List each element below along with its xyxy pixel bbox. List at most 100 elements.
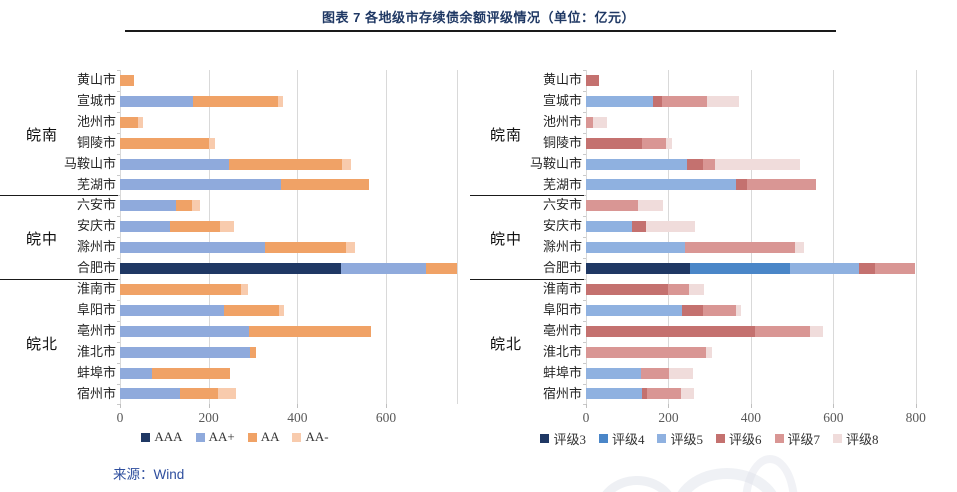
legend-label: AA- — [305, 429, 329, 444]
bar-row — [586, 325, 924, 337]
bar-segment — [810, 325, 823, 337]
category-axis-tick — [117, 153, 120, 155]
x-axis-tick-label: 0 — [116, 410, 124, 426]
bar-segment — [120, 137, 209, 149]
bar-segment — [592, 116, 608, 128]
bar-segment — [137, 116, 143, 128]
bar-segment — [586, 158, 687, 170]
bar-segment — [647, 388, 681, 400]
bar-segment — [220, 221, 235, 233]
city-label: 黄山市 — [542, 72, 582, 87]
bar-segment — [120, 367, 152, 379]
city-label: 黄山市 — [76, 72, 116, 87]
bar-segment — [151, 367, 231, 379]
bar-segment — [640, 367, 670, 379]
x-axis-tick — [120, 404, 121, 409]
city-label: 六安市 — [76, 197, 116, 213]
region-group-label: 皖北 — [490, 335, 523, 353]
gridline — [833, 70, 835, 405]
bar-row — [586, 388, 924, 400]
category-axis-tick — [583, 195, 586, 197]
category-axis-tick — [583, 383, 586, 385]
legend-item: 评级5 — [657, 429, 703, 448]
legend-label: 评级5 — [670, 432, 703, 447]
bar-segment — [586, 367, 641, 379]
bar-segment — [426, 263, 457, 275]
bar-segment — [586, 325, 756, 337]
bar-segment — [586, 263, 690, 275]
category-axis-tick — [583, 216, 586, 218]
bar-segment — [120, 263, 341, 275]
bar-segment — [586, 304, 682, 316]
category-axis-tick — [583, 341, 586, 343]
bar-segment — [631, 221, 646, 233]
bar-segment — [689, 283, 705, 295]
legend-swatch — [195, 432, 205, 442]
bar-segment — [665, 137, 673, 149]
plot-right-border — [457, 70, 458, 405]
bar-row — [586, 221, 924, 233]
bar-segment — [586, 116, 593, 128]
bar-segment — [794, 242, 805, 254]
bar-row — [586, 95, 924, 107]
bar-segment — [703, 158, 715, 170]
bar-segment — [680, 388, 694, 400]
bar-segment — [586, 283, 668, 295]
city-label: 六安市 — [542, 197, 582, 213]
bar-segment — [169, 221, 221, 233]
bar-row — [586, 200, 924, 212]
x-axis-tick — [750, 404, 752, 409]
region-group-label: 皖南 — [490, 126, 523, 144]
category-axis-tick — [583, 258, 586, 260]
city-label: 滁州市 — [76, 239, 116, 255]
x-axis-tick — [297, 404, 299, 409]
city-label: 淮南市 — [542, 281, 582, 296]
x-axis-tick — [915, 404, 917, 409]
bar-segment — [120, 283, 242, 295]
bar-row — [586, 137, 924, 149]
bar-segment — [641, 388, 647, 400]
legend-item: 评级8 — [833, 429, 879, 448]
city-label: 阜阳市 — [76, 301, 116, 317]
city-label: 安庆市 — [76, 218, 116, 234]
legend-swatch — [774, 434, 784, 443]
bar-row — [120, 137, 457, 149]
category-axis-tick — [583, 70, 586, 71]
region-group-divider — [470, 195, 584, 197]
bar-segment — [340, 263, 427, 275]
bar-segment — [120, 179, 282, 191]
x-axis-tick-label: 800 — [905, 410, 926, 426]
category-axis-tick — [583, 404, 586, 406]
legend-swatch — [247, 432, 257, 442]
x-axis-tick — [586, 404, 587, 409]
city-label: 蚌埠市 — [542, 364, 582, 380]
bar-segment — [755, 325, 811, 337]
bar-segment — [120, 304, 224, 316]
city-label: 马鞍山市 — [529, 155, 582, 171]
bar-row — [586, 263, 924, 275]
bar-segment — [661, 95, 707, 107]
bar-segment — [705, 346, 713, 358]
bar-segment — [192, 200, 200, 212]
bar-row — [586, 158, 924, 170]
legend-item: 评级7 — [774, 429, 820, 448]
bar-row — [586, 242, 924, 254]
bar-segment — [681, 304, 704, 316]
legend-swatch — [598, 434, 608, 443]
legend-item: AAA — [141, 429, 183, 445]
bar-segment — [706, 95, 740, 107]
x-axis-tick — [208, 404, 210, 409]
legend-swatch — [540, 434, 550, 443]
category-axis-tick — [117, 216, 120, 218]
x-axis-tick-label: 400 — [740, 410, 761, 426]
legend-swatch — [292, 432, 302, 442]
bar-segment — [249, 325, 372, 337]
bar-segment — [342, 158, 351, 170]
city-label: 亳州市 — [76, 322, 116, 338]
region-group-divider — [0, 279, 118, 280]
category-axis-tick — [117, 279, 120, 280]
category-axis-tick — [117, 174, 120, 176]
watermark-curve — [596, 476, 678, 492]
category-axis-tick — [117, 320, 120, 322]
region-group-label: 皖中 — [490, 231, 523, 249]
